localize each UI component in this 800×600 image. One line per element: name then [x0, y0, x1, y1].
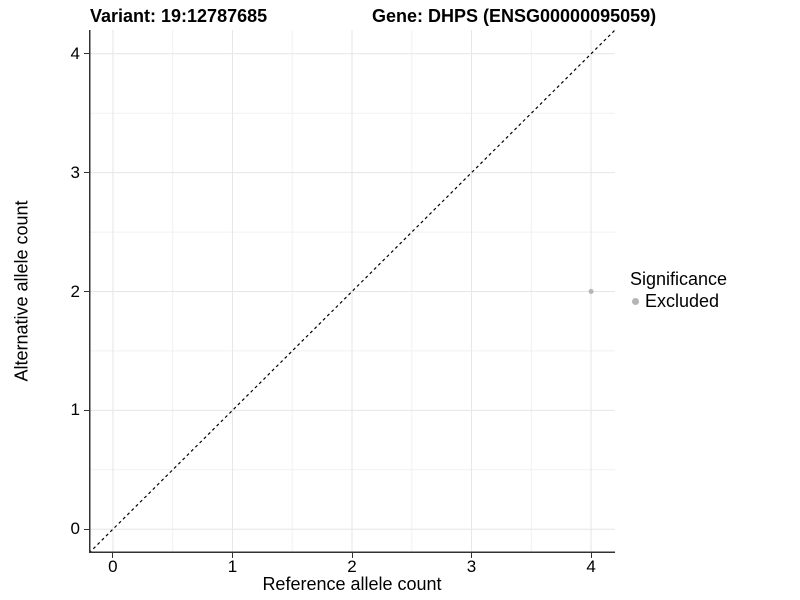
y-tick-label: 4 — [70, 43, 80, 63]
plot-panel — [89, 30, 615, 553]
x-tick-label: 3 — [466, 557, 477, 576]
y-axis-label: Alternative allele count — [11, 200, 32, 382]
x-tick-label: 0 — [108, 557, 118, 576]
legend-title: Significance — [630, 269, 728, 289]
y-tick-label: 3 — [70, 162, 80, 182]
x-tick-label: 2 — [347, 557, 357, 576]
y-tick-label: 1 — [70, 400, 80, 420]
variant-title: Variant: 19:12787685 — [90, 6, 268, 26]
x-tick-label: 1 — [227, 557, 238, 576]
data-point — [588, 289, 594, 294]
x-tick — [590, 553, 592, 558]
legend-items: Excluded — [630, 290, 727, 312]
legend: Significance Excluded — [630, 268, 727, 312]
y-tick — [84, 172, 89, 174]
y-tick — [84, 291, 89, 292]
x-axis-label: Reference allele count — [262, 574, 442, 594]
x-tick — [471, 553, 473, 558]
gene-title: Gene: DHPS (ENSG00000095059) — [372, 6, 657, 26]
y-tick — [84, 528, 89, 530]
legend-item: Excluded — [630, 290, 727, 312]
x-tick — [351, 553, 353, 558]
legend-item-label: Excluded — [645, 291, 720, 311]
legend-key-dot-icon — [632, 297, 639, 305]
y-tick-label: 0 — [70, 519, 80, 539]
x-tick — [112, 553, 114, 558]
identity-line — [89, 30, 615, 553]
x-tick — [231, 553, 233, 558]
x-tick-label: 4 — [586, 557, 596, 576]
y-tick — [84, 53, 89, 55]
y-tick-label: 2 — [70, 281, 80, 301]
plot-canvas — [89, 30, 615, 553]
y-tick — [84, 409, 89, 411]
